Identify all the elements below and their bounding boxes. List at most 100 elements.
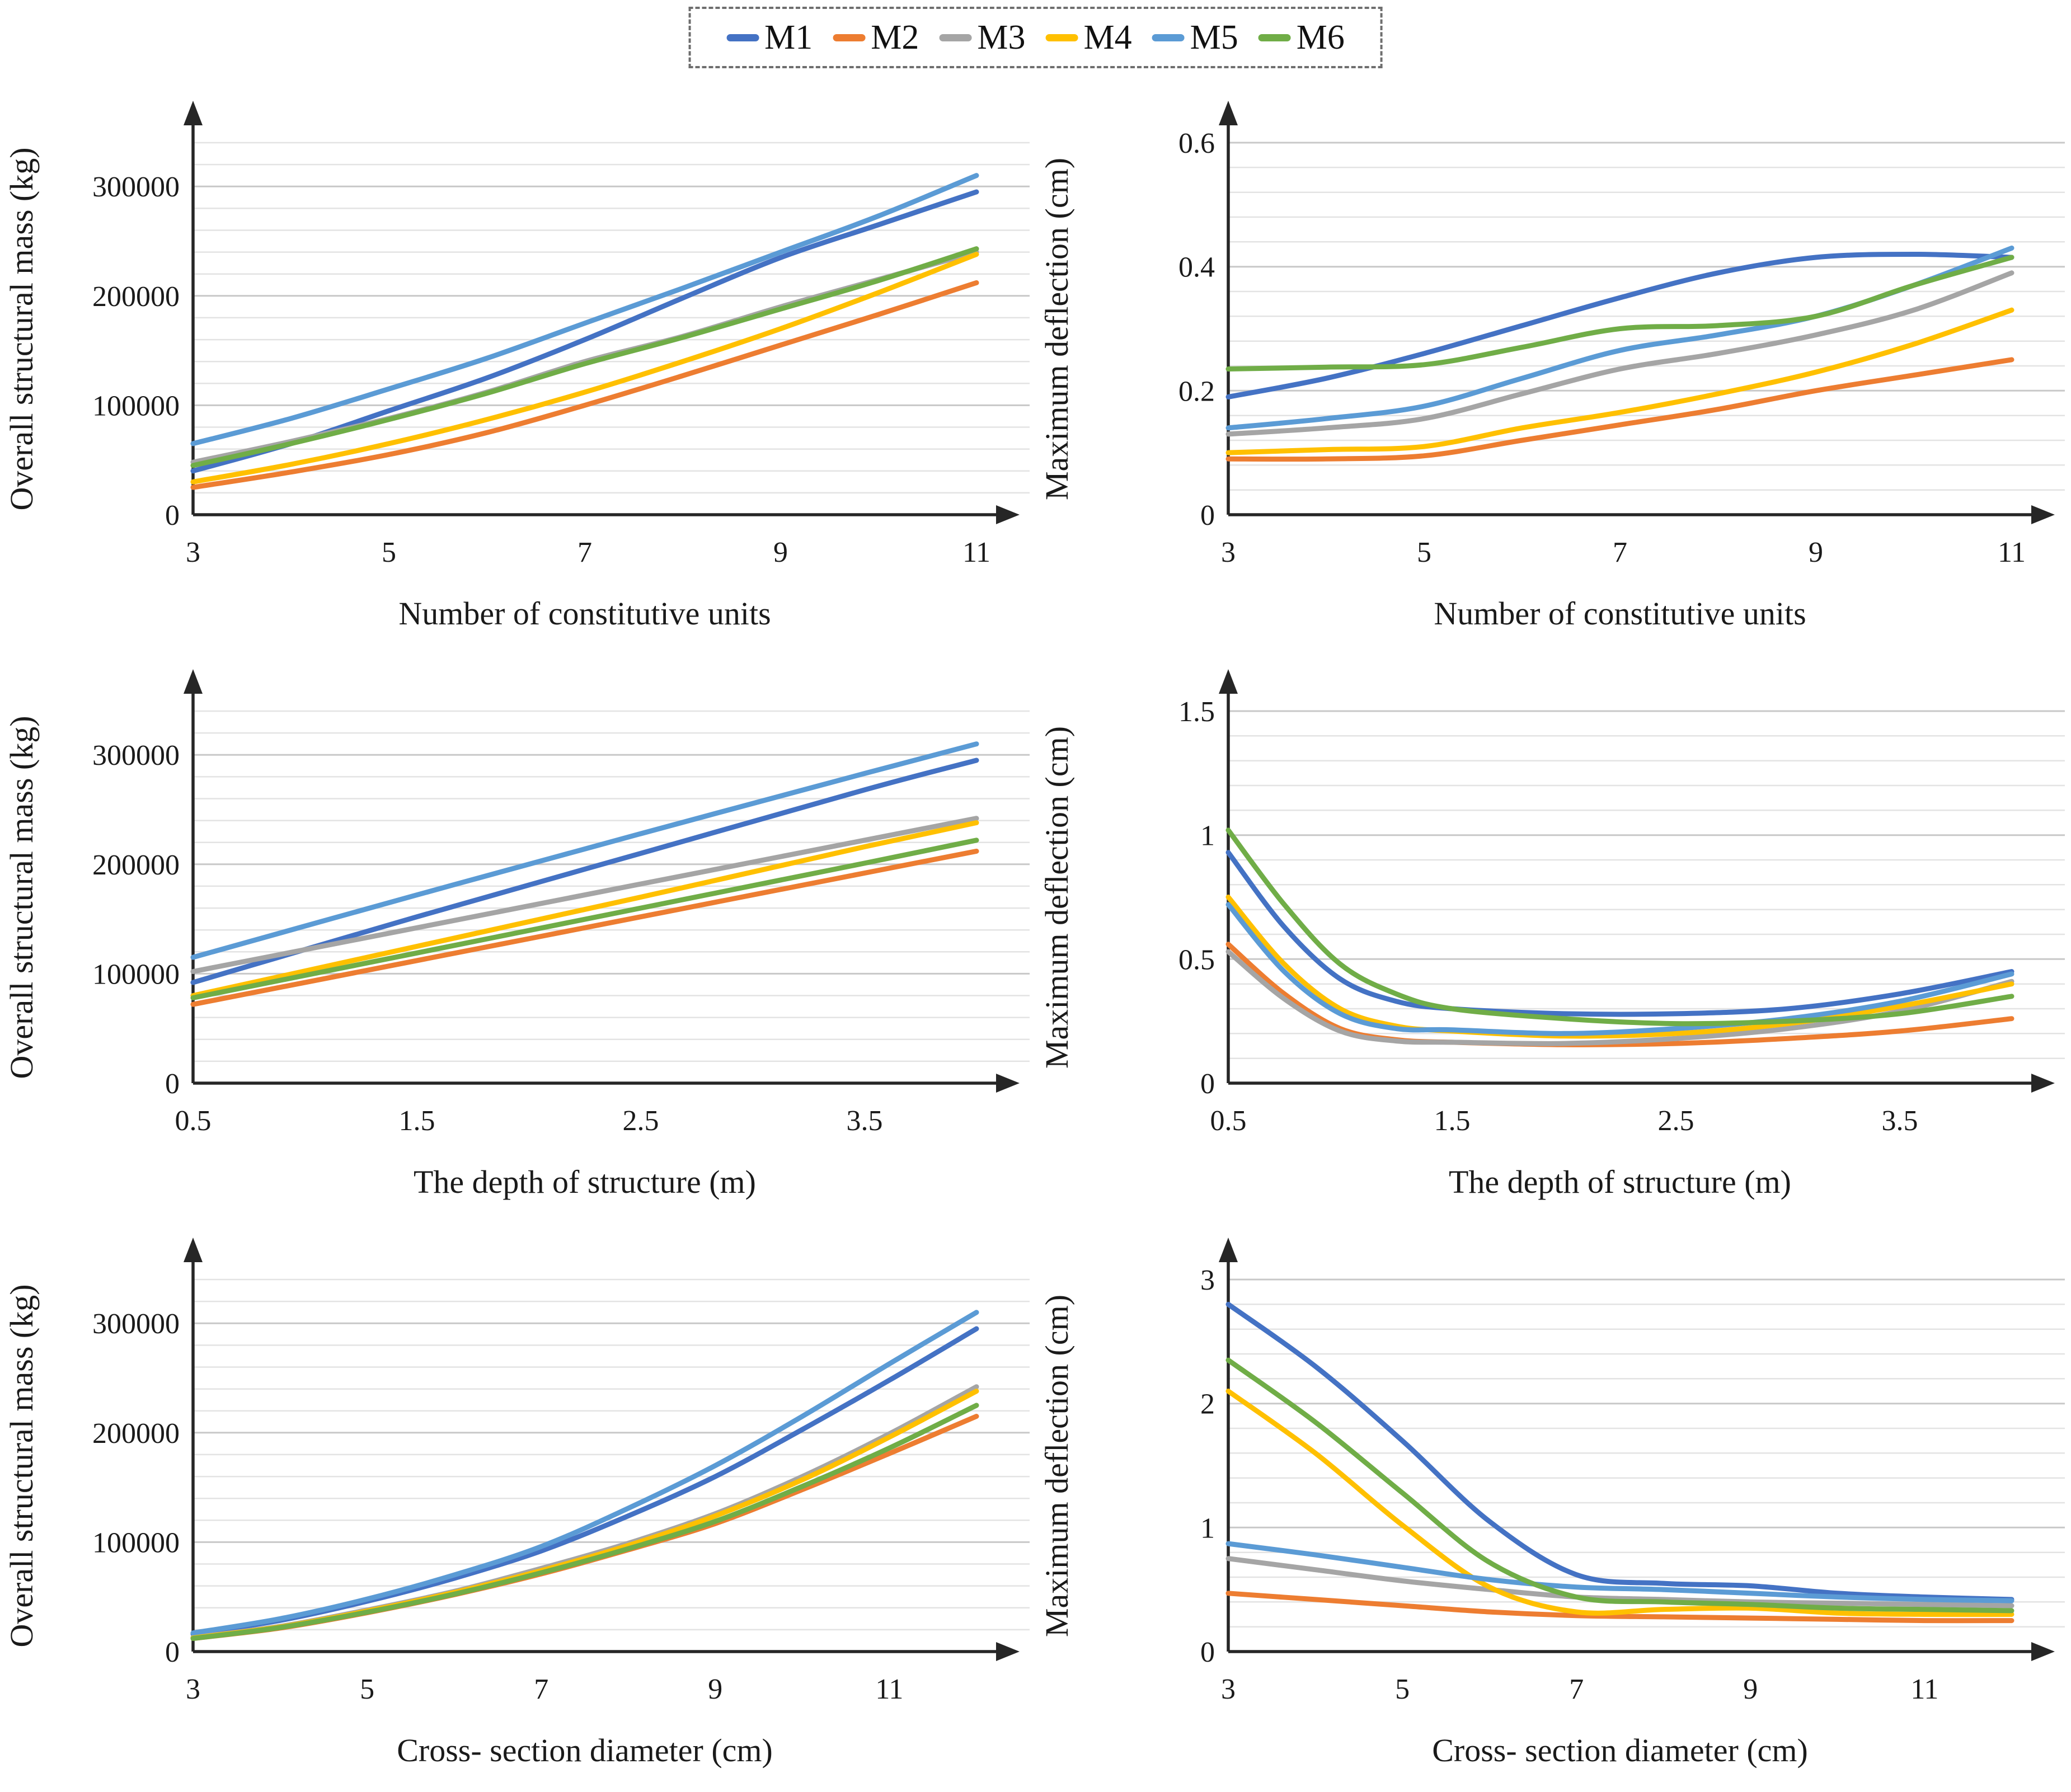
x-tick-label: 9 — [1743, 1673, 1758, 1705]
series-line-m2 — [190, 848, 979, 1007]
gridlines — [193, 1278, 1030, 1631]
legend-swatch-m6 — [1258, 34, 1291, 41]
chart-canvas-deflection-vs-depth: 0 0.5 1 1.5 0.5 1.5 2.5 3.5 The depth of structu… — [1039, 669, 2065, 1200]
x-tick-label: 11 — [1910, 1673, 1938, 1705]
series-lines — [190, 741, 979, 1007]
series-line-m5 — [1225, 1541, 2014, 1603]
series-line-m3 — [190, 1384, 979, 1640]
y-tick-labels: 0 100000 200000 300000 — [92, 171, 180, 532]
y-tick-labels: 0 100000 200000 300000 — [92, 740, 180, 1100]
chart-mass-vs-depth: 0 100000 200000 300000 0.5 1.5 2.5 3.5 The depth… — [0, 652, 1035, 1221]
x-tick-labels: 3 5 7 9 11 — [186, 1673, 903, 1705]
x-tick-label: 7 — [1613, 537, 1627, 568]
y-tick-labels: 0 0.5 1 1.5 — [1178, 696, 1215, 1100]
x-tick-label: 5 — [1417, 537, 1431, 568]
y-axis-title: Overall structural mass (kg) — [3, 1284, 40, 1647]
y-tick-label: 200000 — [92, 281, 180, 313]
x-axis-title: Cross- section diameter (cm) — [397, 1732, 773, 1769]
x-tick-label: 2.5 — [623, 1105, 659, 1137]
series-line-m4 — [190, 252, 979, 485]
series-line-m2 — [1225, 1591, 2014, 1624]
x-axis-title: Number of constitutive units — [1434, 595, 1806, 632]
x-tick-label: 9 — [708, 1673, 722, 1705]
series-line-m4 — [190, 820, 979, 999]
y-tick-label: 300000 — [92, 740, 180, 772]
y-tick-label: 0 — [165, 500, 180, 532]
series-line-m6 — [1225, 255, 2014, 372]
x-tick-label: 7 — [577, 537, 592, 568]
y-axis-title: Maximum deflection (cm) — [1039, 1295, 1075, 1637]
x-tick-label: 7 — [534, 1673, 548, 1705]
chart-grid: 0 100000 200000 300000 3 5 7 9 11 Number of const… — [0, 84, 2070, 1789]
x-axis-title: Cross- section diameter (cm) — [1432, 1732, 1808, 1769]
x-tick-label: 0.5 — [1210, 1105, 1247, 1137]
y-tick-label: 200000 — [92, 1418, 180, 1450]
legend-swatch-m2 — [833, 34, 866, 41]
series-lines — [1225, 245, 2014, 462]
gridlines — [193, 142, 1030, 494]
legend-item-m2: M2 — [833, 20, 919, 55]
y-tick-label: 1 — [1200, 820, 1215, 852]
axes — [1219, 669, 2055, 1093]
legend-item-m1: M1 — [726, 20, 813, 55]
legend-label-m5: M5 — [1190, 18, 1238, 57]
x-tick-label: 3 — [1221, 537, 1236, 568]
series-line-m4 — [1225, 307, 2014, 455]
x-tick-label: 9 — [1809, 537, 1823, 568]
x-axis-title: The depth of structure (m) — [1449, 1164, 1791, 1200]
legend-label-m3: M3 — [977, 18, 1026, 57]
series-line-m5 — [190, 741, 979, 960]
y-tick-label: 200000 — [92, 849, 180, 881]
x-tick-label: 11 — [962, 537, 990, 568]
series-line-m3 — [190, 250, 979, 465]
y-axis-arrow — [1219, 101, 1238, 125]
y-tick-labels: 0 0.2 0.4 0.6 — [1178, 128, 1215, 532]
x-tick-label: 5 — [1395, 1673, 1410, 1705]
gridlines — [1228, 710, 2065, 1059]
series-line-m1 — [190, 189, 979, 474]
series-line-m3 — [1225, 1556, 2014, 1608]
series-line-m1 — [1225, 1301, 2014, 1602]
series-line-m1 — [1225, 252, 2014, 399]
series-line-m1 — [190, 1326, 979, 1637]
legend-item-m3: M3 — [939, 18, 1026, 57]
y-tick-label: 0.5 — [1178, 944, 1215, 976]
y-tick-label: 300000 — [92, 171, 180, 203]
y-tick-label: 1 — [1200, 1512, 1215, 1544]
x-tick-label: 11 — [875, 1673, 903, 1705]
legend-swatch-m1 — [726, 34, 759, 41]
x-tick-label: 3 — [186, 1673, 200, 1705]
series-line-m4 — [190, 1389, 979, 1641]
series-lines — [190, 173, 979, 490]
series-line-m6 — [1225, 827, 2014, 1027]
y-axis-title: Overall structural mass (kg) — [3, 147, 40, 510]
y-axis-arrow — [184, 669, 203, 694]
y-tick-label: 0 — [1200, 1068, 1215, 1100]
y-tick-label: 2 — [1200, 1389, 1215, 1421]
series-legend: M1 M2 M3 M4 M5 M6 — [688, 7, 1383, 68]
series-line-m4 — [1225, 1389, 2014, 1617]
x-axis-arrow — [996, 1074, 1020, 1093]
chart-canvas-deflection-vs-diameter: 0 1 2 3 3 5 7 9 11 Cross- section diameter (cm) Ma… — [1039, 1238, 2065, 1769]
legend-item-m6: M6 — [1258, 20, 1345, 55]
series-line-m6 — [190, 1403, 979, 1642]
series-line-m3 — [190, 816, 979, 974]
x-tick-label: 3 — [1221, 1673, 1236, 1705]
series-line-m3 — [1225, 270, 2014, 437]
chart-canvas-mass-vs-depth: 0 100000 200000 300000 0.5 1.5 2.5 3.5 The depth… — [3, 669, 1030, 1200]
x-tick-labels: 0.5 1.5 2.5 3.5 — [175, 1105, 883, 1137]
axes — [1219, 101, 2055, 524]
y-tick-label: 0.4 — [1178, 252, 1215, 284]
legend-item-m4: M4 — [1045, 20, 1132, 55]
x-tick-label: 3.5 — [847, 1105, 883, 1137]
series-line-m5 — [1225, 902, 2014, 1036]
series-line-m6 — [1225, 1357, 2014, 1614]
series-line-m2 — [190, 280, 979, 490]
series-lines — [1225, 827, 2014, 1047]
y-axis-title: Maximum deflection (cm) — [1039, 726, 1075, 1069]
x-tick-label: 11 — [1998, 537, 2026, 568]
chart-deflection-vs-depth: 0 0.5 1 1.5 0.5 1.5 2.5 3.5 The depth of structu… — [1035, 652, 2070, 1221]
chart-canvas-mass-vs-diameter: 0 100000 200000 300000 3 5 7 9 11 Cross- section … — [3, 1238, 1030, 1769]
y-tick-label: 100000 — [92, 1527, 180, 1559]
